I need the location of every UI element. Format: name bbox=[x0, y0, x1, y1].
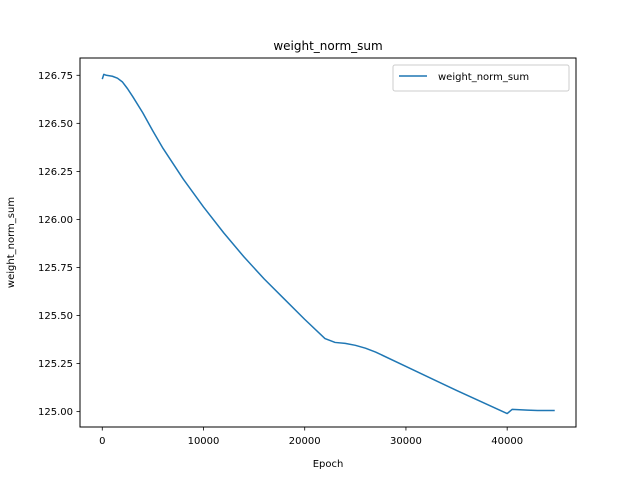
x-axis-ticks: 0 10000 20000 30000 40000 bbox=[99, 427, 523, 447]
x-tick-label: 0 bbox=[99, 436, 105, 447]
chart-title: weight_norm_sum bbox=[273, 39, 382, 53]
y-axis-title: weight_norm_sum bbox=[6, 197, 17, 288]
y-tick-label: 125.00 bbox=[38, 407, 73, 418]
series-line-0 bbox=[101, 73, 555, 415]
legend-entry-label: weight_norm_sum bbox=[438, 72, 529, 83]
y-tick-label: 126.75 bbox=[38, 71, 73, 82]
series-layer bbox=[101, 73, 555, 415]
legend: weight_norm_sum bbox=[392, 64, 570, 92]
x-tick-label: 20000 bbox=[289, 436, 321, 447]
legend-box bbox=[392, 64, 570, 92]
y-tick-label: 126.00 bbox=[38, 215, 73, 226]
y-tick-label: 126.50 bbox=[38, 119, 73, 130]
y-tick-label: 125.25 bbox=[38, 359, 73, 370]
y-tick-label: 126.25 bbox=[38, 167, 73, 178]
y-tick-label: 125.50 bbox=[38, 311, 73, 322]
plot-area-frame bbox=[79, 57, 577, 428]
x-axis-title: Epoch bbox=[313, 459, 344, 470]
x-tick-label: 30000 bbox=[390, 436, 422, 447]
y-axis-ticks: 125.00 125.25 125.50 125.75 126.00 126.25 126.… bbox=[38, 71, 80, 418]
x-tick-label: 10000 bbox=[188, 436, 220, 447]
x-tick-label: 40000 bbox=[491, 436, 523, 447]
y-tick-label: 125.75 bbox=[38, 263, 73, 274]
